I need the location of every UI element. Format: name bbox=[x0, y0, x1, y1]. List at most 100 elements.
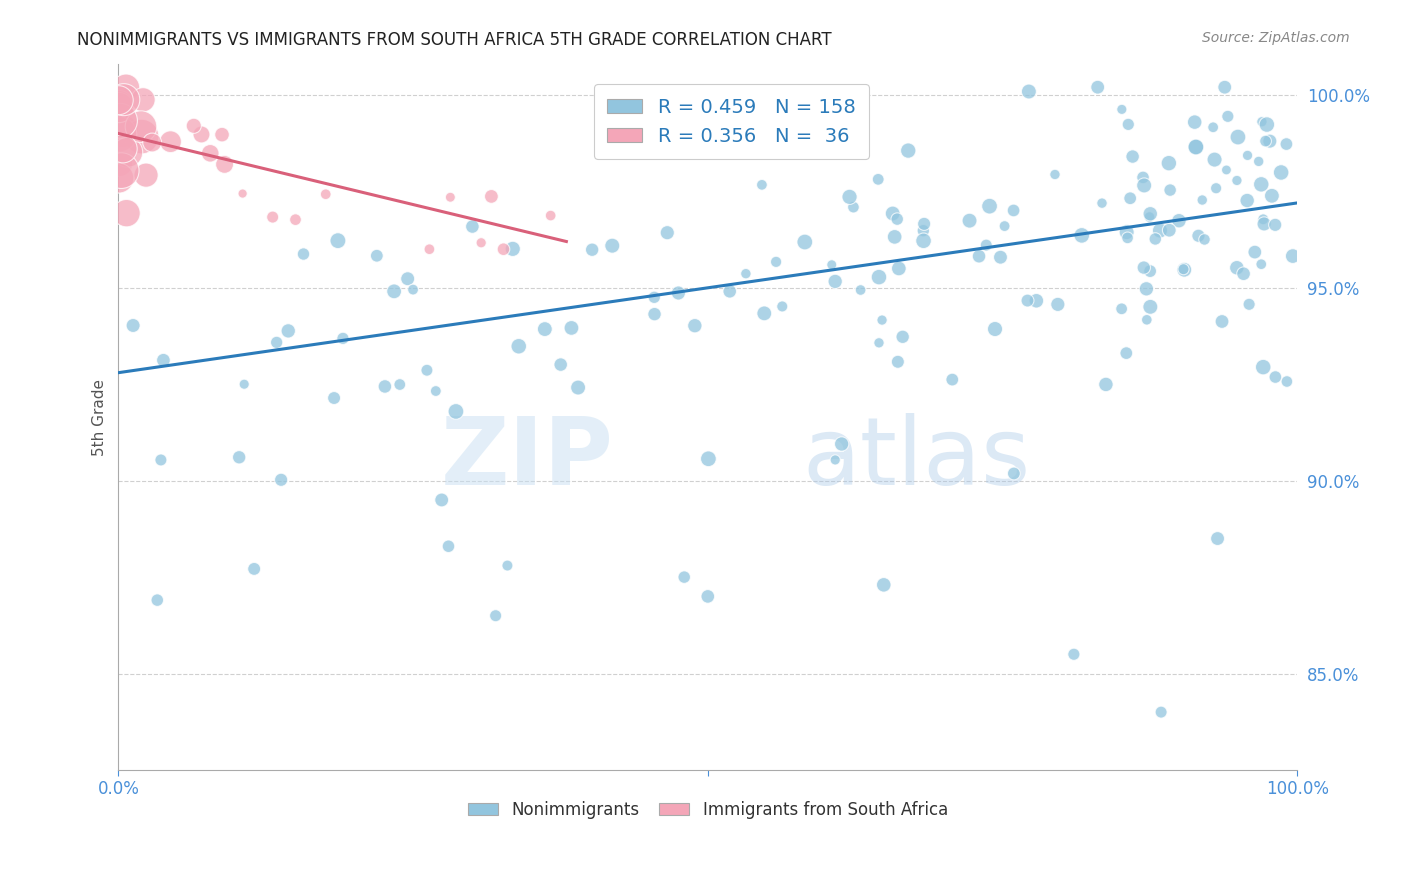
Point bbox=[270, 473, 292, 487]
Point bbox=[1256, 118, 1278, 132]
Point bbox=[882, 206, 904, 220]
Point bbox=[232, 186, 254, 201]
Point bbox=[897, 144, 920, 158]
Point bbox=[437, 539, 460, 553]
Point bbox=[567, 380, 589, 394]
Point bbox=[560, 321, 582, 335]
Point bbox=[643, 290, 665, 304]
Point bbox=[751, 178, 773, 192]
Point bbox=[388, 377, 411, 392]
Point bbox=[824, 453, 846, 467]
Text: NONIMMIGRANTS VS IMMIGRANTS FROM SOUTH AFRICA 5TH GRADE CORRELATION CHART: NONIMMIGRANTS VS IMMIGRANTS FROM SOUTH A… bbox=[77, 31, 832, 49]
Point bbox=[115, 80, 138, 95]
Point bbox=[159, 135, 181, 149]
Point bbox=[146, 593, 169, 607]
Point bbox=[1144, 232, 1167, 246]
Point bbox=[292, 247, 315, 261]
Point bbox=[332, 331, 354, 345]
Point bbox=[912, 224, 935, 238]
Point bbox=[1046, 297, 1069, 311]
Point bbox=[1194, 232, 1216, 246]
Point bbox=[1111, 301, 1133, 316]
Point bbox=[912, 217, 935, 231]
Point bbox=[1211, 314, 1233, 328]
Point bbox=[673, 570, 696, 584]
Point bbox=[770, 300, 793, 314]
Point bbox=[1018, 85, 1040, 99]
Point bbox=[326, 234, 349, 248]
Point bbox=[396, 271, 419, 285]
Point bbox=[1157, 156, 1180, 170]
Point bbox=[131, 129, 153, 144]
Point bbox=[107, 171, 129, 186]
Point bbox=[1025, 293, 1047, 308]
Point bbox=[1185, 140, 1208, 154]
Point bbox=[1139, 207, 1161, 221]
Point bbox=[718, 285, 741, 299]
Point bbox=[1159, 183, 1181, 197]
Point bbox=[883, 230, 905, 244]
Point bbox=[886, 212, 908, 227]
Point bbox=[110, 123, 132, 137]
Point bbox=[141, 136, 163, 150]
Point bbox=[496, 558, 519, 573]
Point bbox=[1119, 191, 1142, 205]
Point bbox=[1226, 173, 1249, 187]
Point bbox=[1251, 212, 1274, 227]
Point bbox=[1202, 120, 1225, 135]
Point bbox=[1116, 231, 1139, 245]
Point bbox=[1002, 203, 1025, 218]
Point bbox=[108, 128, 131, 142]
Point bbox=[425, 384, 447, 398]
Point bbox=[470, 235, 492, 250]
Point bbox=[108, 157, 131, 171]
Point bbox=[323, 391, 346, 405]
Point bbox=[870, 313, 893, 327]
Point bbox=[1213, 80, 1236, 95]
Point bbox=[1185, 140, 1208, 154]
Point bbox=[1253, 217, 1275, 231]
Point bbox=[1258, 134, 1281, 148]
Point bbox=[1236, 148, 1258, 162]
Point bbox=[644, 307, 666, 321]
Point bbox=[112, 93, 135, 107]
Point bbox=[1264, 370, 1286, 384]
Point bbox=[1275, 137, 1298, 152]
Point bbox=[831, 437, 853, 451]
Point bbox=[200, 146, 222, 161]
Point bbox=[1063, 647, 1085, 661]
Point bbox=[1237, 297, 1260, 311]
Point bbox=[534, 322, 557, 336]
Point bbox=[1136, 313, 1159, 327]
Point bbox=[117, 145, 139, 160]
Point bbox=[581, 243, 603, 257]
Point bbox=[868, 172, 890, 186]
Point bbox=[277, 324, 299, 338]
Point bbox=[842, 200, 865, 214]
Point bbox=[107, 93, 129, 107]
Point bbox=[1173, 262, 1195, 277]
Point bbox=[868, 270, 890, 285]
Y-axis label: 5th Grade: 5th Grade bbox=[93, 378, 107, 456]
Point bbox=[1139, 300, 1161, 314]
Point bbox=[402, 283, 425, 297]
Point bbox=[149, 453, 172, 467]
Point bbox=[1264, 218, 1286, 232]
Point bbox=[697, 451, 720, 466]
Point bbox=[110, 163, 132, 178]
Point bbox=[122, 318, 145, 333]
Point bbox=[821, 258, 844, 272]
Point bbox=[990, 250, 1012, 264]
Point bbox=[683, 318, 706, 333]
Point bbox=[1095, 377, 1118, 392]
Point bbox=[1091, 196, 1114, 211]
Point bbox=[108, 101, 131, 115]
Point bbox=[228, 450, 250, 465]
Point bbox=[1173, 262, 1195, 277]
Point bbox=[1226, 130, 1249, 145]
Point bbox=[266, 335, 288, 350]
Point bbox=[492, 242, 515, 256]
Point bbox=[1216, 109, 1239, 123]
Point bbox=[1281, 249, 1303, 263]
Point bbox=[508, 339, 530, 353]
